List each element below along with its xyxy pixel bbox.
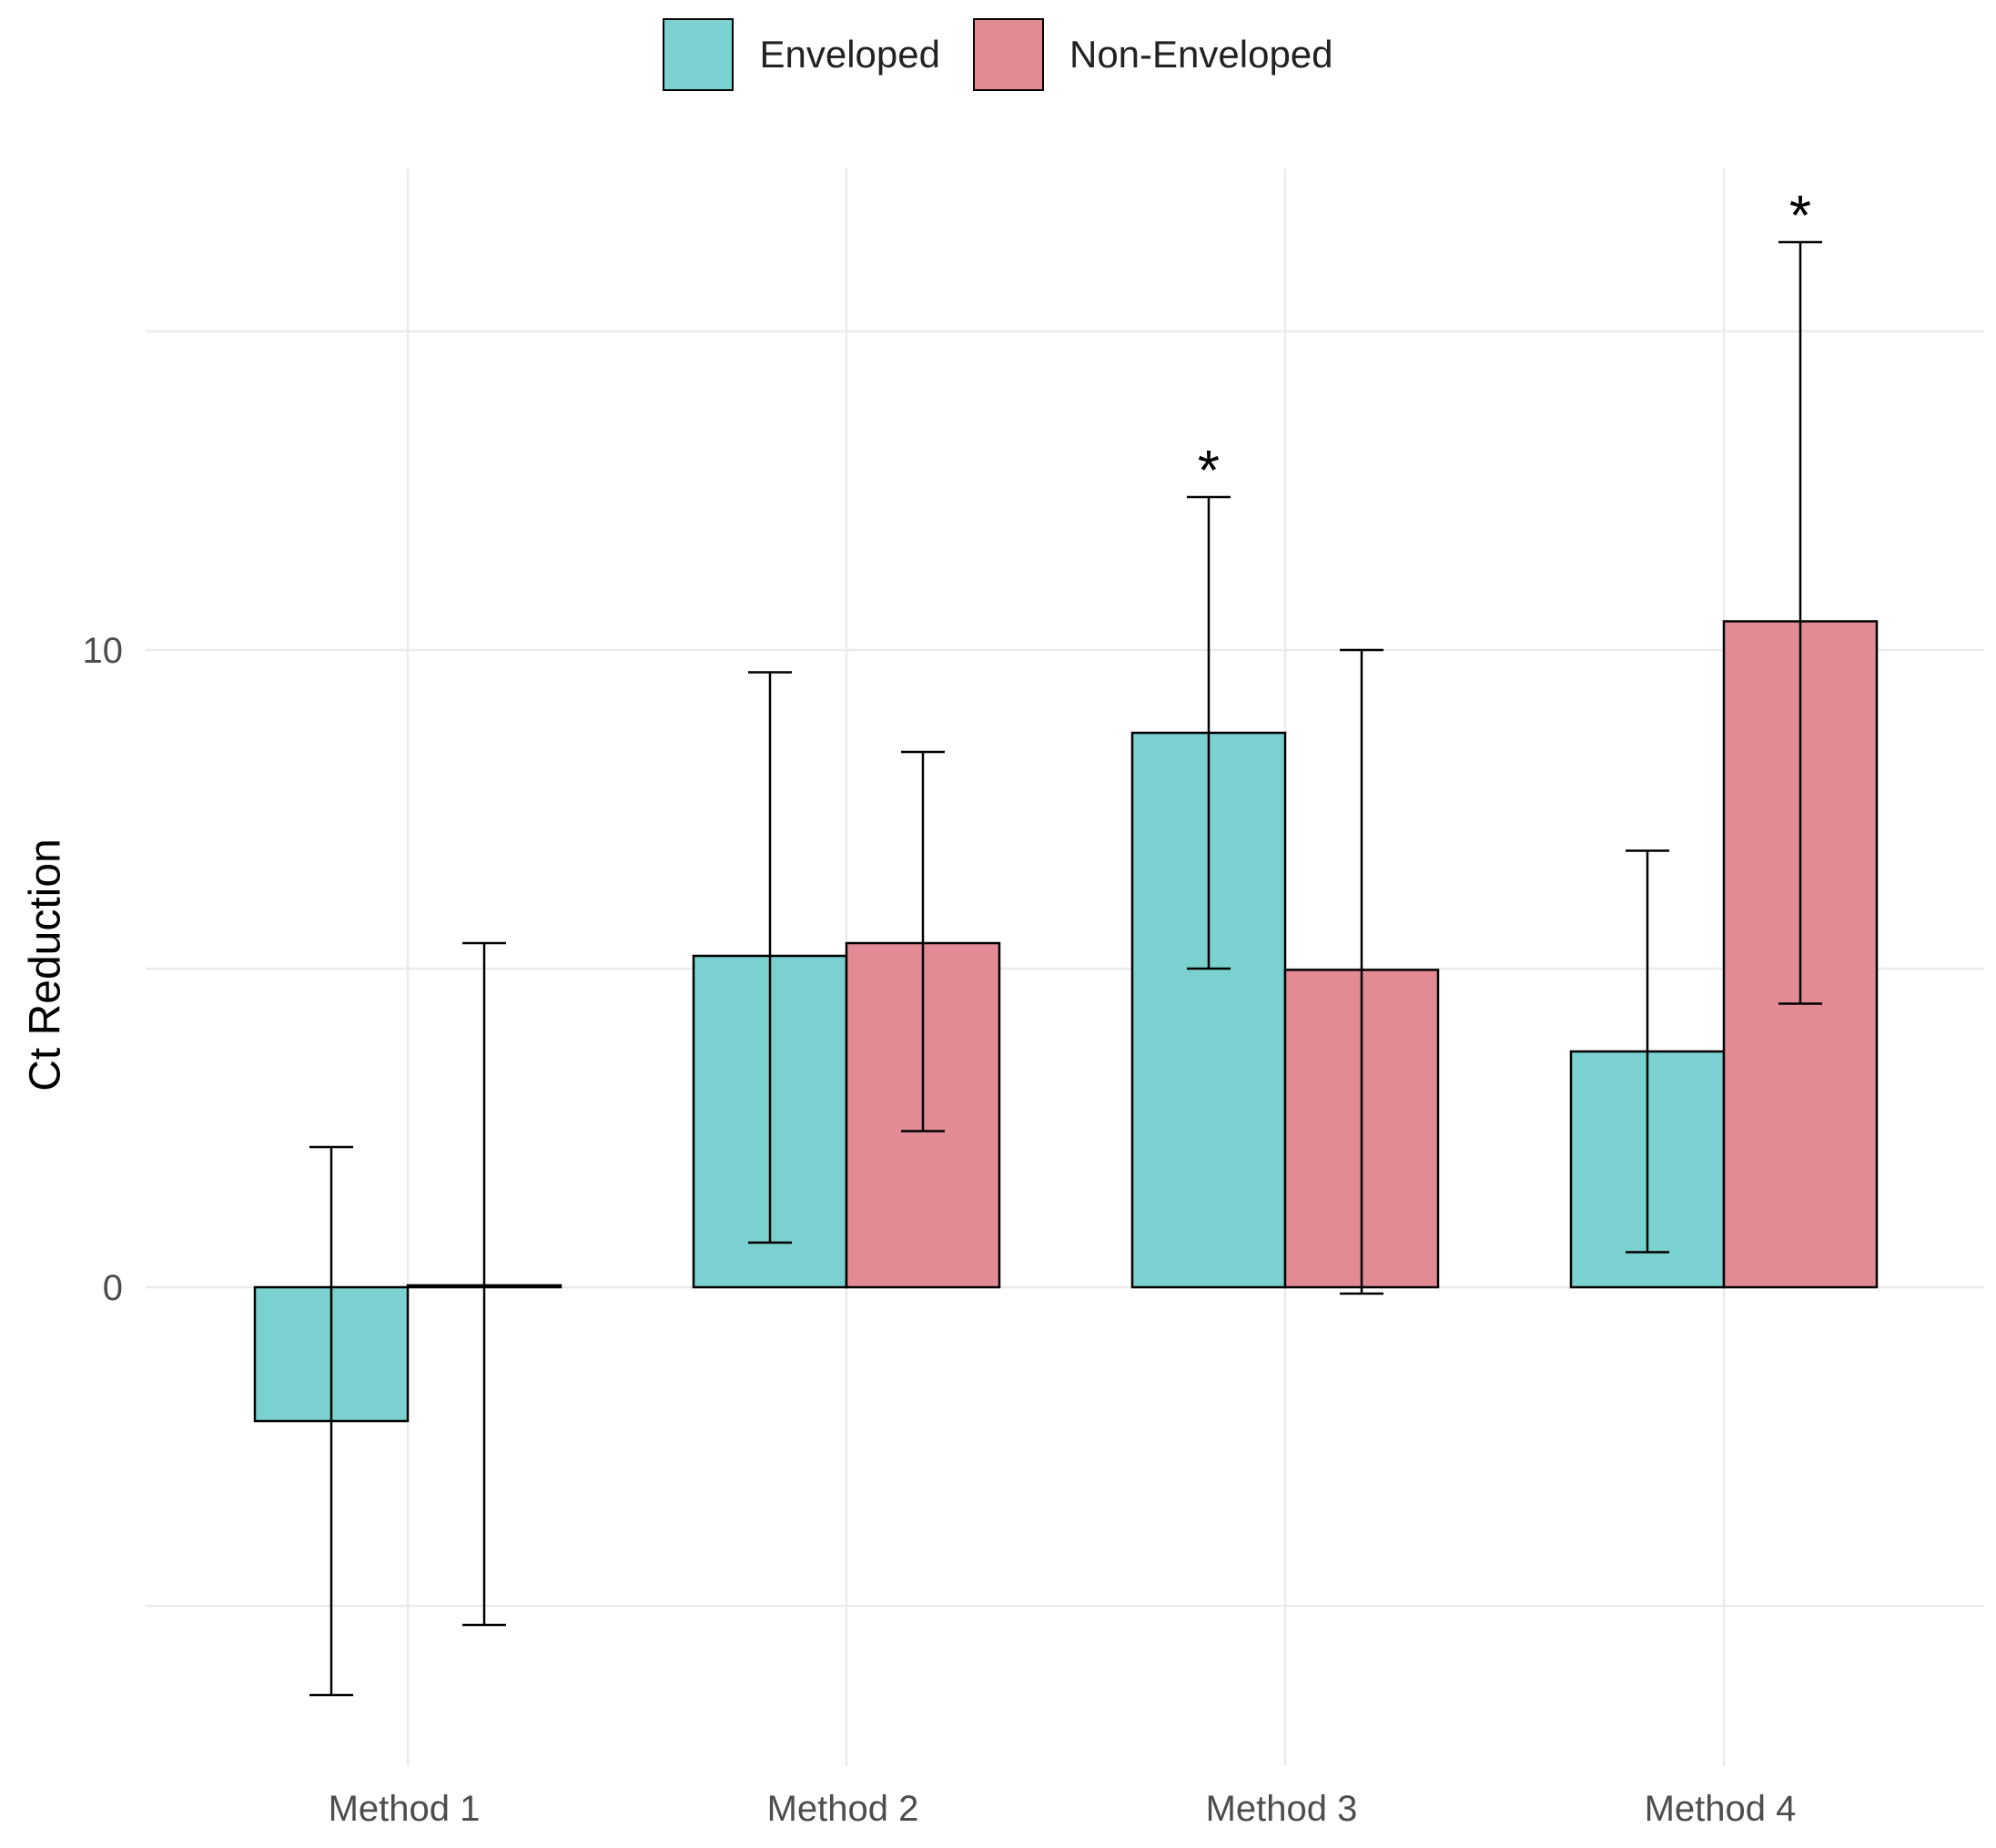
legend-label-enveloped: Enveloped xyxy=(759,33,940,76)
y-axis-label: Ct Reduction xyxy=(21,838,70,1092)
legend-label-non-enveloped: Non-Enveloped xyxy=(1069,33,1333,76)
x-tick-label: Method 4 xyxy=(1645,1789,1797,1829)
legend-entry-enveloped: Enveloped xyxy=(663,18,940,91)
legend-entry-non-enveloped: Non-Enveloped xyxy=(972,18,1333,91)
y-tick-label: 10 xyxy=(83,631,124,671)
legend-key-enveloped xyxy=(663,18,735,91)
legend: Enveloped Non-Enveloped xyxy=(0,18,1996,91)
significance-marker: * xyxy=(1198,440,1220,503)
x-tick-label: Method 1 xyxy=(329,1789,481,1829)
x-tick-label: Method 3 xyxy=(1206,1789,1358,1829)
significance-marker: * xyxy=(1789,185,1811,248)
y-tick-label: 0 xyxy=(103,1268,123,1308)
legend-key-non-enveloped xyxy=(972,18,1044,91)
x-tick-label: Method 2 xyxy=(767,1789,919,1829)
